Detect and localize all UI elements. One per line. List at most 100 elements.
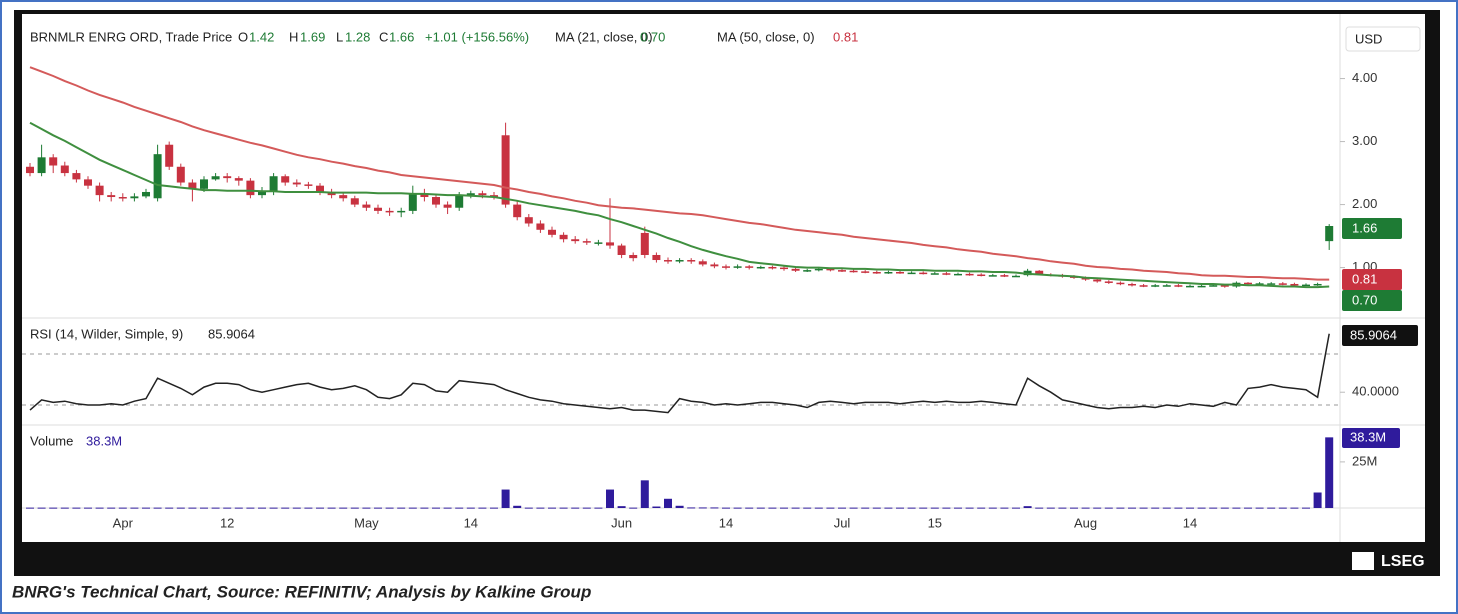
- volume-bar: [733, 507, 742, 509]
- volume-bar: [1081, 507, 1090, 509]
- candle-body: [211, 176, 220, 180]
- volume-bar: [814, 507, 823, 509]
- candle-body: [107, 195, 116, 198]
- candle-body: [188, 182, 197, 189]
- candle-body: [455, 195, 464, 208]
- ohlc-letter: H: [289, 29, 298, 44]
- x-tick-label: Aug: [1074, 515, 1097, 530]
- volume-bar: [930, 507, 939, 509]
- candle-body: [432, 197, 440, 205]
- volume-bar: [374, 507, 382, 509]
- candle-body: [118, 197, 127, 199]
- volume-bar: [942, 507, 951, 509]
- volume-bar: [60, 507, 69, 509]
- ohlc-value: 1.28: [345, 29, 370, 44]
- candle-body: [606, 242, 614, 246]
- volume-bar: [524, 507, 533, 509]
- candle-body: [942, 273, 951, 275]
- ma50-badge-label: 0.81: [1352, 271, 1377, 286]
- candle-body: [664, 260, 672, 262]
- rsi-title: RSI (14, Wilder, Simple, 9): [30, 326, 183, 341]
- volume-title: Volume: [30, 433, 73, 448]
- candle-body: [385, 210, 394, 213]
- candle-body: [501, 135, 510, 205]
- ohlc-letter: L: [336, 29, 343, 44]
- volume-bar: [234, 507, 243, 509]
- volume-bar: [640, 480, 649, 508]
- rsi-badge: [1342, 325, 1418, 346]
- candle-body: [965, 273, 974, 276]
- candle-body: [930, 273, 939, 275]
- volume-bar: [200, 507, 208, 509]
- volume-bar: [1162, 507, 1171, 509]
- volume-bar: [513, 505, 522, 508]
- volume-bar: [1186, 507, 1194, 509]
- volume-bar: [26, 507, 34, 509]
- candle-body: [513, 204, 522, 218]
- candle-body: [524, 217, 533, 224]
- currency-box[interactable]: [1345, 26, 1421, 52]
- candle-body: [1313, 283, 1322, 286]
- volume-bar: [1035, 507, 1044, 509]
- ohlc-letter: C: [379, 29, 388, 44]
- candle-body: [1104, 281, 1113, 283]
- logo-icon: [1352, 552, 1374, 570]
- candle-body: [1139, 285, 1148, 287]
- candle-body: [803, 270, 812, 272]
- candle-body: [594, 242, 603, 244]
- volume-value: 38.3M: [86, 433, 122, 448]
- candle-body: [200, 179, 208, 189]
- volume-bar: [118, 507, 127, 509]
- x-tick-label: May: [354, 515, 379, 530]
- ma50-badge: [1342, 269, 1402, 290]
- volume-bar: [1000, 507, 1009, 509]
- rsi-line: [29, 333, 1330, 414]
- volume-bar: [722, 507, 730, 509]
- volume-bar: [165, 507, 174, 509]
- candle-body: [1197, 285, 1206, 288]
- volume-bar: [861, 507, 870, 509]
- candle-body: [420, 193, 429, 198]
- candle-body: [849, 270, 858, 273]
- candle-body: [722, 266, 730, 268]
- candle-body: [304, 184, 313, 186]
- volume-bar: [153, 507, 162, 509]
- candle-body: [571, 239, 580, 242]
- candle-body: [896, 272, 904, 274]
- volume-bar: [1325, 437, 1334, 508]
- volume-bar: [142, 507, 150, 509]
- candle-body: [165, 144, 174, 167]
- volume-bar: [316, 507, 324, 509]
- volume-bar: [490, 507, 498, 509]
- volume-bar: [1244, 507, 1252, 509]
- volume-bar: [1012, 507, 1020, 509]
- volume-bar: [1267, 507, 1276, 509]
- volume-bar: [756, 507, 765, 509]
- volume-bar: [72, 507, 81, 509]
- ohlc-letter: O: [238, 29, 248, 44]
- candle-body: [269, 176, 278, 192]
- volume-bar: [246, 507, 255, 509]
- volume-bar: [397, 507, 406, 509]
- candle-body: [316, 185, 324, 192]
- volume-bar: [617, 506, 626, 508]
- volume-bar: [350, 507, 359, 509]
- volume-bar: [849, 507, 858, 509]
- volume-bar: [1302, 507, 1310, 509]
- y-tick-label: 2.00: [1352, 196, 1377, 211]
- volume-bar: [791, 507, 800, 509]
- candle-body: [988, 275, 997, 277]
- volume-bar: [455, 507, 464, 509]
- volume-bar: [176, 507, 185, 509]
- candle-body: [1220, 285, 1229, 287]
- volume-bar: [420, 507, 429, 509]
- candle-body: [246, 180, 255, 196]
- volume-bar: [95, 507, 104, 509]
- x-tick-label: Apr: [113, 515, 134, 530]
- volume-bar: [872, 507, 881, 509]
- volume-bar: [664, 498, 672, 508]
- candle-body: [223, 176, 232, 179]
- legend-ma21: MA (21, close, 0): [555, 29, 653, 44]
- volume-bar: [687, 507, 696, 509]
- candle-body: [292, 182, 301, 185]
